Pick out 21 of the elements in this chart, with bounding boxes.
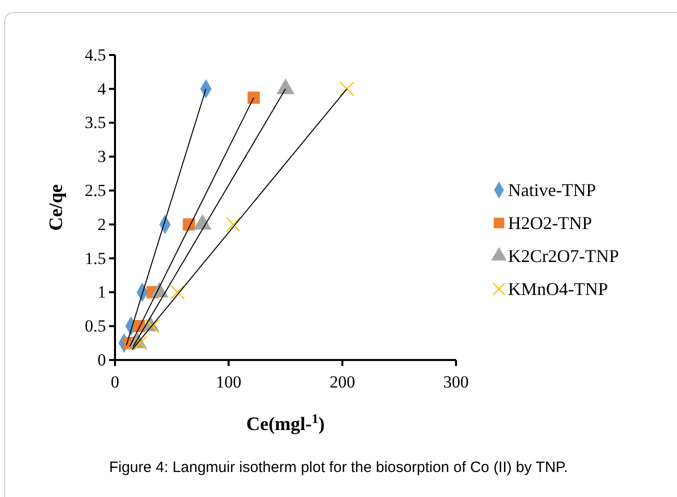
legend-label: KMnO4-TNP xyxy=(508,279,608,299)
y-tick-label: 1.5 xyxy=(84,248,106,268)
legend-label: Native-TNP xyxy=(508,180,596,200)
x-tick-label: 0 xyxy=(110,372,120,392)
x-axis-title: Ce(mgl-$^{1}$) xyxy=(246,410,325,435)
caption: Figure 4: Langmuir isotherm plot for the biosorption of Co (II) by TNP. xyxy=(109,459,568,476)
y-tick-label: 0.5 xyxy=(84,316,106,336)
y-tick-label: 2 xyxy=(98,214,106,234)
legend-label: K2Cr2O7-TNP xyxy=(508,246,619,266)
y-tick-label: 4 xyxy=(98,79,106,98)
y-tick-label: 0 xyxy=(98,350,106,370)
y-tick-label: 4.5 xyxy=(84,45,106,64)
x-tick-label: 100 xyxy=(216,372,242,392)
y-axis-title: Ce/qe xyxy=(46,184,67,231)
y-tick-label: 1 xyxy=(98,282,106,302)
x-tick-label: 200 xyxy=(330,372,356,392)
x-tick-label: 300 xyxy=(443,372,469,392)
y-tick-label: 3.5 xyxy=(84,113,106,132)
legend-label: H2O2-TNP xyxy=(508,213,592,233)
y-tick-label: 2.5 xyxy=(84,180,106,200)
y-tick-label: 3 xyxy=(98,147,106,166)
